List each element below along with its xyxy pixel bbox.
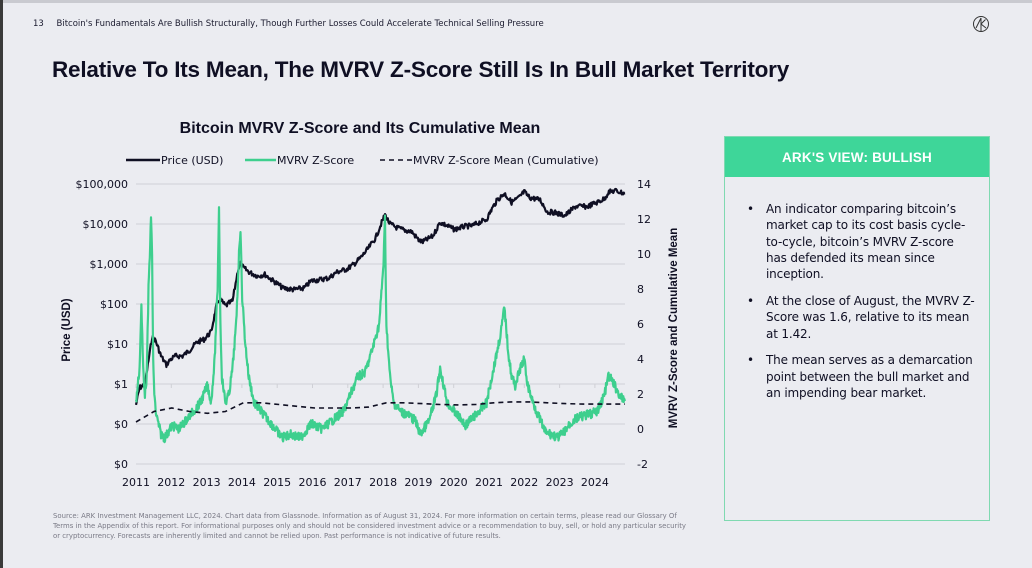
legend-label-price: Price (USD) — [161, 154, 223, 167]
ark-view-panel: ARK'S VIEW: BULLISH An indicator compari… — [724, 136, 990, 521]
y-right-tick-label: 0 — [637, 423, 644, 436]
legend-label-mean: MVRV Z-Score Mean (Cumulative) — [413, 154, 599, 167]
y-left-tick-label: $10 — [107, 338, 128, 351]
y-left-tick-label: $1,000 — [90, 258, 129, 271]
y-right-tick-label: 2 — [637, 388, 644, 401]
panel-bullet: An indicator comparing bitcoin’s market … — [747, 201, 975, 282]
x-tick-label: 2021 — [475, 476, 503, 489]
x-tick-label: 2019 — [404, 476, 432, 489]
series-line-mean — [135, 401, 625, 423]
x-tick-label: 2023 — [546, 476, 574, 489]
y-left-tick-label: $10,000 — [83, 218, 129, 231]
panel-bullet: At the close of August, the MVRV Z-Score… — [747, 293, 975, 342]
y-right-tick-label: 8 — [637, 283, 644, 296]
x-tick-label: 2018 — [369, 476, 397, 489]
source-footnote: Source: ARK Investment Management LLC, 2… — [53, 512, 686, 540]
page-title: Relative To Its Mean, The MVRV Z-Score S… — [52, 57, 790, 82]
y-left-tick-label: $100,000 — [76, 178, 129, 191]
y-left-tick-label: $0 — [114, 458, 128, 471]
y-axis-left: $100,000 $10,000 $1,000 $100 $10 $1 $0 $0 — [76, 178, 129, 471]
x-tick-label: 2014 — [228, 476, 256, 489]
y-right-tick-label: 14 — [637, 178, 651, 191]
panel-title: ARK'S VIEW: BULLISH — [725, 137, 989, 177]
chart-legend: Price (USD) MVRV Z-Score MVRV Z-Score Me… — [126, 154, 599, 167]
y-right-tick-label: 6 — [637, 318, 644, 331]
y-left-tick-label: $100 — [100, 298, 128, 311]
x-tick-label: 2011 — [122, 476, 150, 489]
y-right-tick-label: 12 — [637, 213, 651, 226]
x-tick-label: 2024 — [581, 476, 609, 489]
x-axis: 2011 2012 2013 2014 2015 2016 2017 2018 2019 2020… — [122, 384, 609, 489]
chart-title-text: Bitcoin MVRV Z-Score and Its Cumulative … — [179, 120, 541, 137]
series-line-zscore — [134, 206, 627, 444]
panel-bullet: The mean serves as a demarcation point b… — [747, 352, 975, 401]
page-number: 13 — [33, 19, 44, 29]
panel-bullets: An indicator comparing bitcoin’s market … — [747, 201, 975, 412]
section-header: 13 Bitcoin's Fundamentals Are Bullish St… — [33, 19, 544, 29]
x-tick-label: 2016 — [299, 476, 327, 489]
y-right-tick-label: 4 — [637, 353, 644, 366]
chart-title: Bitcoin MVRV Z-Score and Its Cumulative … — [0, 120, 730, 138]
x-tick-label: 2020 — [440, 476, 468, 489]
top-border — [0, 0, 1032, 3]
ark-logo-icon — [973, 16, 989, 32]
y-left-tick-label: $1 — [114, 378, 128, 391]
x-tick-label: 2015 — [263, 476, 291, 489]
y-right-tick-label: 10 — [637, 248, 651, 261]
y-axis-right-label: MVRV Z-Score and Cumulative Mean — [668, 228, 680, 428]
legend-label-zscore: MVRV Z-Score — [277, 154, 354, 167]
y-axis-right: 14 12 10 8 6 4 2 0 -2 — [637, 178, 651, 471]
left-border — [0, 0, 3, 568]
y-left-tick-label: $0 — [114, 418, 128, 431]
y-right-tick-label: -2 — [637, 458, 648, 471]
gridlines — [136, 183, 625, 465]
chart-series — [134, 187, 627, 444]
x-tick-label: 2022 — [510, 476, 538, 489]
x-tick-label: 2012 — [157, 476, 185, 489]
y-axis-left-label: Price (USD) — [61, 298, 73, 361]
x-tick-label: 2013 — [193, 476, 221, 489]
x-tick-label: 2017 — [334, 476, 362, 489]
section-title: Bitcoin's Fundamentals Are Bullish Struc… — [56, 19, 544, 29]
